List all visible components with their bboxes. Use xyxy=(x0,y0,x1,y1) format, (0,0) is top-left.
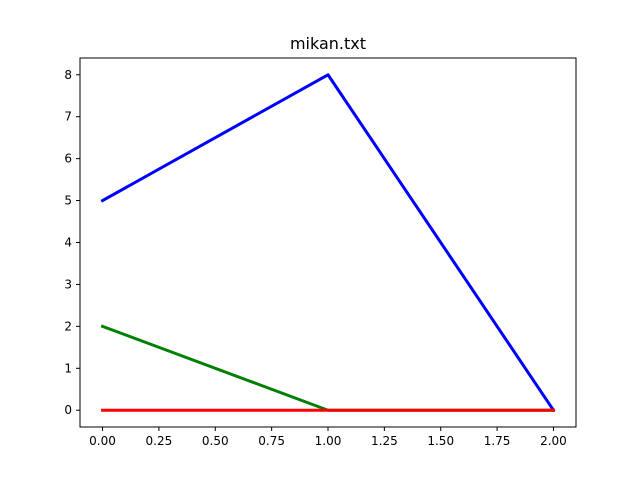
series-layer xyxy=(100,73,556,413)
y-tick-label: 6 xyxy=(64,152,72,166)
y-tick-label: 8 xyxy=(64,68,72,82)
axes-layer: 0.00 0.25 0.50 0.75 1.00 1.25 1.50 1.75 2.00 0 1 2 3… xyxy=(64,57,577,448)
x-tick-label: 0.75 xyxy=(258,434,285,448)
chart-title: mikan.txt xyxy=(290,34,366,53)
x-tick-label: 2.00 xyxy=(540,434,567,448)
x-tick-label: 1.00 xyxy=(315,434,342,448)
x-tick-label: 1.75 xyxy=(484,434,511,448)
y-tick-label: 7 xyxy=(64,110,72,124)
y-tick-label: 1 xyxy=(64,361,72,375)
y-tick-label: 5 xyxy=(64,194,72,208)
y-tick-label: 0 xyxy=(64,403,72,417)
y-tick-label: 4 xyxy=(64,236,72,250)
y-tick-label: 2 xyxy=(64,319,72,333)
x-tick-label: 0.25 xyxy=(146,434,173,448)
x-tick-label: 1.50 xyxy=(427,434,454,448)
y-tick-label: 3 xyxy=(64,277,72,291)
series-line-1 xyxy=(100,73,556,413)
x-tick-label: 1.25 xyxy=(371,434,398,448)
x-tick-label: 0.00 xyxy=(89,434,116,448)
x-tick-label: 0.50 xyxy=(202,434,229,448)
